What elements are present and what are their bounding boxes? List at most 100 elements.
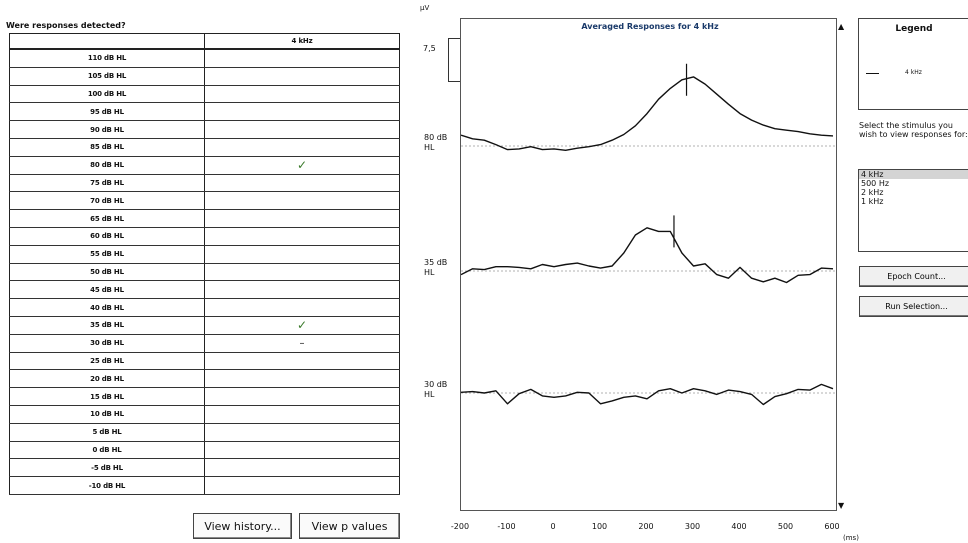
- x-tick-label: 600: [824, 522, 840, 531]
- detection-question: Were responses detected?: [6, 21, 126, 30]
- table-row: 100 dB HL: [9, 85, 400, 104]
- table-row: 75 dB HL: [9, 174, 400, 193]
- run-selection-button[interactable]: Run Selection...: [859, 296, 968, 317]
- result-cell[interactable]: –: [204, 334, 400, 353]
- trace-level-label-line: HL: [424, 143, 435, 152]
- level-cell: 10 dB HL: [9, 405, 205, 424]
- view-p-values-button[interactable]: View p values: [299, 513, 400, 539]
- trace-level-label-line: HL: [424, 390, 435, 399]
- table-row: -5 dB HL: [9, 458, 400, 478]
- result-cell[interactable]: [204, 352, 400, 371]
- chart-title: Averaged Responses for 4 kHz: [581, 22, 719, 31]
- table-row: 50 dB HL: [9, 263, 400, 282]
- result-cell[interactable]: [204, 280, 400, 300]
- result-cell[interactable]: [204, 405, 400, 424]
- trace-level-label-line: 30 dB: [424, 380, 448, 389]
- result-cell[interactable]: [204, 387, 400, 406]
- result-cell[interactable]: [204, 102, 400, 122]
- table-row: 25 dB HL: [9, 352, 400, 371]
- result-cell[interactable]: [204, 423, 400, 442]
- stimulus-list-item[interactable]: 500 Hz: [861, 179, 890, 188]
- result-cell[interactable]: [204, 67, 400, 86]
- result-cell[interactable]: [204, 458, 400, 478]
- x-tick-label: 500: [777, 522, 794, 531]
- legend-entry-label: 4 kHz: [905, 69, 922, 76]
- stimulus-list-item[interactable]: 4 kHz: [859, 170, 968, 179]
- result-cell[interactable]: [204, 476, 400, 495]
- result-cell[interactable]: [204, 245, 400, 264]
- level-cell: 95 dB HL: [9, 102, 205, 122]
- trace-level-label: 35 dB HL: [424, 258, 447, 278]
- level-cell: 25 dB HL: [9, 352, 205, 371]
- result-cell[interactable]: ✓: [204, 156, 400, 175]
- level-cell: 60 dB HL: [9, 227, 205, 246]
- result-cell[interactable]: [204, 138, 400, 157]
- detection-table: 4 kHz 110 dB HL 105 dB HL 100 dB HL 95 dB H…: [9, 33, 400, 495]
- result-cell[interactable]: [204, 441, 400, 460]
- result-cell[interactable]: [204, 120, 400, 139]
- x-tick-label: -200: [450, 522, 470, 531]
- level-cell: 45 dB HL: [9, 280, 205, 300]
- level-cell: 70 dB HL: [9, 191, 205, 211]
- table-header-row: 4 kHz: [9, 33, 400, 50]
- level-cell: 50 dB HL: [9, 263, 205, 282]
- trace-level-label-line: HL: [424, 268, 435, 277]
- level-cell: 80 dB HL: [9, 156, 205, 175]
- level-cell: 20 dB HL: [9, 369, 205, 389]
- level-cell: 55 dB HL: [9, 245, 205, 264]
- stimulus-list-item[interactable]: 2 kHz: [861, 188, 884, 197]
- table-header-level: [9, 33, 205, 50]
- stimulus-instruction: Select the stimulus you wish to view res…: [859, 121, 968, 139]
- view-history-button[interactable]: View history...: [193, 513, 292, 539]
- x-tick-label: 300: [684, 522, 701, 531]
- x-tick-label: 100: [591, 522, 608, 531]
- table-row: 60 dB HL: [9, 227, 400, 246]
- x-tick-label: 200: [638, 522, 654, 531]
- legend-title: Legend: [895, 24, 933, 34]
- stimulus-list[interactable]: 4 kHz 500 Hz 2 kHz 1 kHz: [858, 169, 968, 252]
- table-row: 105 dB HL: [9, 67, 400, 86]
- response-plot-svg: [460, 63, 836, 406]
- table-row: 30 dB HL –: [9, 334, 400, 353]
- result-cell[interactable]: ✓: [204, 316, 400, 335]
- result-cell[interactable]: [204, 263, 400, 282]
- response-plot-area: [460, 18, 837, 511]
- table-row: 20 dB HL: [9, 369, 400, 389]
- table-row: 15 dB HL: [9, 387, 400, 406]
- trace-1: [460, 227, 834, 284]
- stimulus-list-item[interactable]: 1 kHz: [861, 197, 884, 206]
- level-cell: 75 dB HL: [9, 174, 205, 193]
- amplitude-scale-value: 7,5: [423, 44, 436, 53]
- level-cell: 105 dB HL: [9, 67, 205, 86]
- table-row: -10 dB HL: [9, 476, 400, 495]
- scroll-down-arrow-icon[interactable]: ▼: [838, 501, 845, 510]
- level-cell: 30 dB HL: [9, 334, 205, 353]
- table-row: 90 dB HL: [9, 120, 400, 139]
- result-cell[interactable]: [204, 191, 400, 211]
- table-row: 85 dB HL: [9, 138, 400, 157]
- x-tick-label: 400: [731, 522, 747, 531]
- result-cell[interactable]: [204, 49, 400, 68]
- trace-level-label: 30 dB HL: [424, 380, 447, 400]
- trace-level-label-line: 80 dB: [424, 133, 448, 142]
- table-row: 65 dB HL: [9, 209, 400, 228]
- table-row: 0 dB HL: [9, 441, 400, 460]
- table-row: 70 dB HL: [9, 191, 400, 211]
- table-row: 45 dB HL: [9, 280, 400, 300]
- result-cell[interactable]: [204, 174, 400, 193]
- level-cell: 85 dB HL: [9, 138, 205, 157]
- result-cell[interactable]: [204, 85, 400, 104]
- level-cell: 35 dB HL: [9, 316, 205, 335]
- level-cell: 0 dB HL: [9, 441, 205, 460]
- legend-line-swatch: [866, 73, 879, 74]
- result-cell[interactable]: [204, 227, 400, 246]
- result-cell[interactable]: [204, 298, 400, 317]
- scroll-up-arrow-icon[interactable]: ▲: [838, 22, 845, 31]
- epoch-count-button[interactable]: Epoch Count...: [859, 266, 968, 287]
- x-tick-label: -100: [497, 522, 516, 531]
- result-cell[interactable]: [204, 369, 400, 389]
- table-row: 95 dB HL: [9, 102, 400, 122]
- trace-level-label-line: 35 dB: [424, 258, 448, 267]
- table-row: 110 dB HL: [9, 49, 400, 68]
- result-cell[interactable]: [204, 209, 400, 228]
